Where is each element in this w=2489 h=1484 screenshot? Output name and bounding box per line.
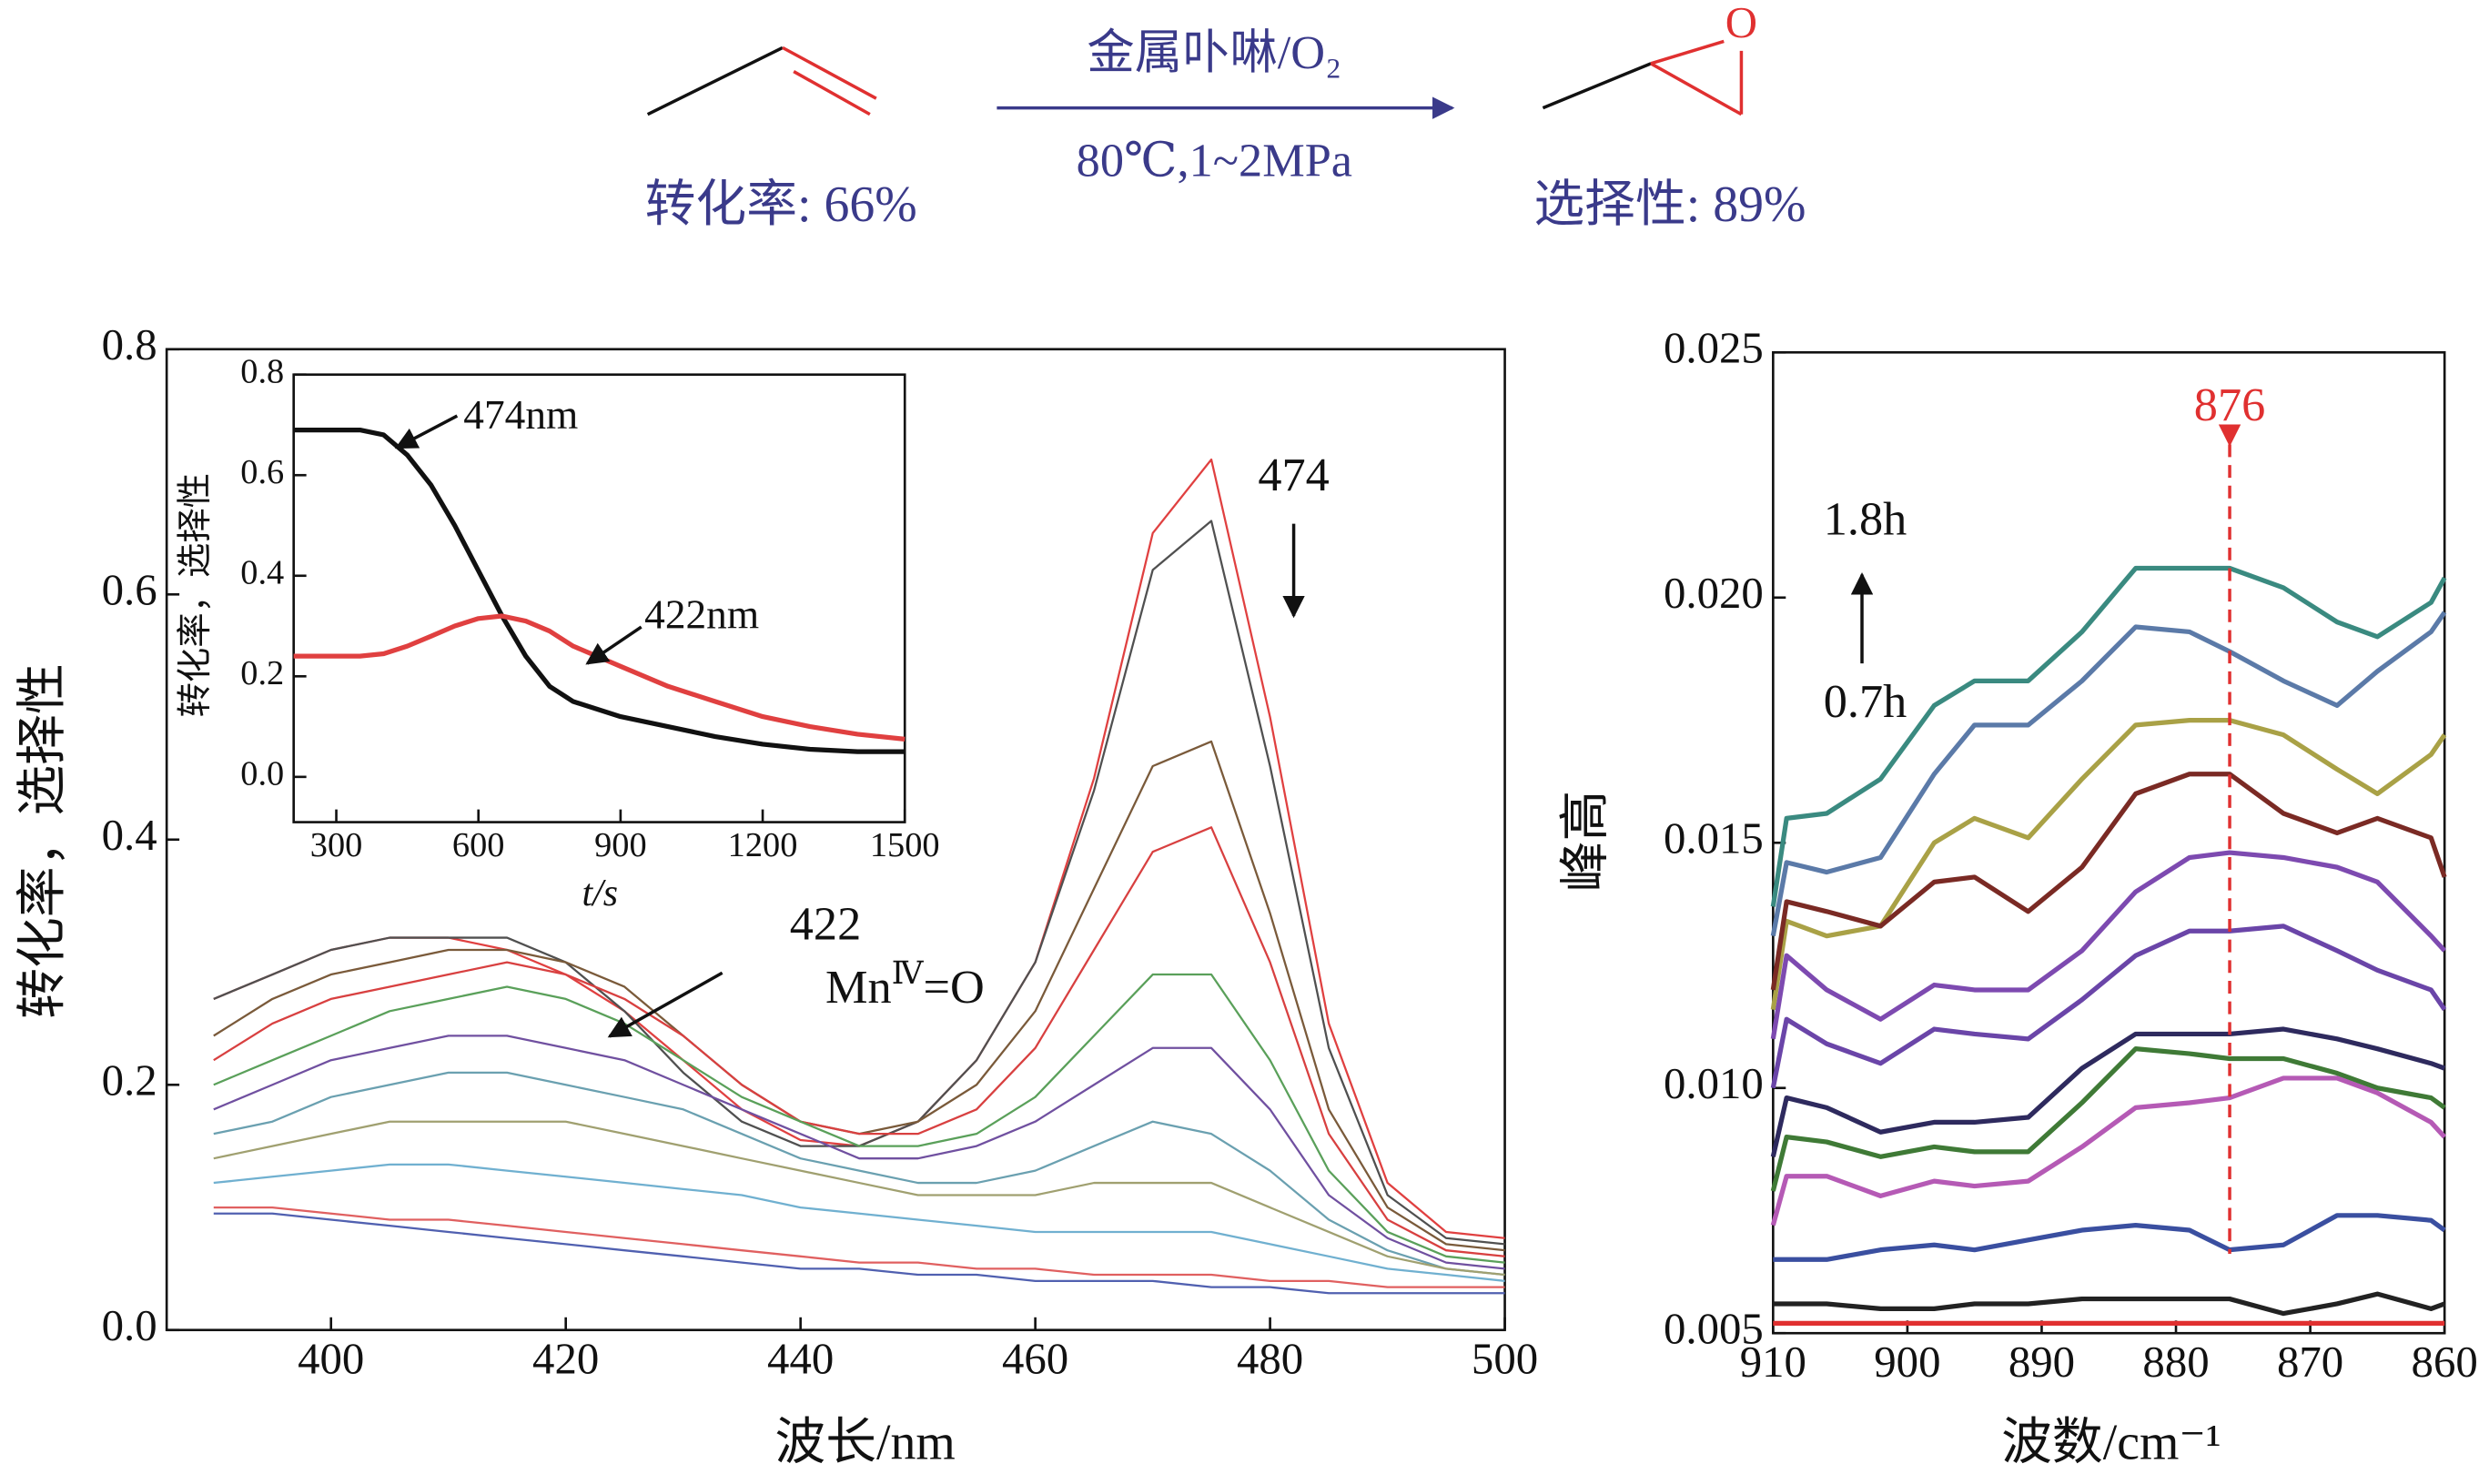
x-tick-label: 900 [594,826,647,864]
y-tick-label: 0.6 [102,564,157,614]
bond [1542,62,1652,110]
data-line [1770,772,2447,991]
y-tick-label: 0.020 [1664,568,1764,618]
x-tick-label: 480 [1237,1334,1303,1384]
x-tick-label: 300 [310,826,363,864]
annotation-part: Ⅳ [892,955,925,991]
data-line [1773,1291,2446,1317]
data-line [213,826,1505,1257]
y-tick-label: 0.4 [240,554,284,592]
y-tick-label: 0.6 [240,453,284,491]
data-line [1770,850,2447,1040]
conversion: 转化率: 66% [645,177,917,233]
data-line [1770,611,2447,937]
reference-label: 876 [2194,379,2265,431]
data-line [213,1206,1505,1288]
annotation: 474nm [463,392,578,438]
y-tick-label: 0.8 [240,353,284,391]
x-tick-label: 890 [2008,1337,2075,1387]
y-tick-label: 0.2 [102,1055,157,1105]
x-tick-label: 400 [298,1334,364,1384]
data-line [213,1163,1505,1282]
chart: 300 600 900 1200 1500 0.0 0.2 0.4 0.6 0.8 转化率，选择性 t… [176,353,940,915]
x-tick-label: 500 [1472,1334,1538,1384]
data-line [1770,1026,2446,1157]
x-tick-label: 910 [1740,1337,1806,1387]
y-tick-label: 0.4 [102,810,157,860]
data-line [1773,1213,2446,1262]
x-tick-label: 860 [2412,1337,2478,1387]
data-line [213,1071,1505,1277]
y-tick-label: 0.8 [102,319,157,369]
y-tick-label: 0.0 [240,755,284,793]
y-axis-label: 转化率，选择性 [15,663,71,1019]
annotation-part: =O [924,961,985,1014]
x-axis-label: t/s [582,873,619,914]
catalyst: 金属卟啉/O₂ [1087,26,1341,79]
y-tick-label: 0.0 [102,1300,157,1350]
data-line [1770,565,2447,907]
data-line [293,427,906,754]
y-tick-label: 0.010 [1664,1058,1764,1108]
data-line [293,613,906,742]
plot-frame [1772,350,2446,1335]
bond [793,70,871,116]
annotation-part: Mn [825,961,892,1014]
annotation-arrow [394,414,459,449]
data-line [1770,717,2447,1010]
x-tick-label: 440 [767,1334,834,1384]
data-line [1770,1075,2447,1227]
y-tick-label: 0.015 [1664,813,1764,863]
y-tick-label: 0.005 [1664,1303,1764,1353]
inset-frame [292,373,906,823]
annotation: 474 [1258,449,1329,501]
bond [782,45,877,100]
data-line [213,1120,1505,1277]
annotation: 0.7h [1824,675,1907,728]
annotation: MnⅣ=O [825,955,985,1014]
oxygen-atom: O [1725,0,1757,47]
chart: 910 900 890 880 870 860 0.005 0.010 0.015 0.020 0.… [1558,322,2478,1470]
x-tick-label: 870 [2277,1337,2343,1387]
annotation-arrow [607,971,723,1038]
selectivity: 选择性: 89% [1533,177,1806,233]
data-line [213,973,1505,1264]
x-tick-label: 1200 [728,826,798,864]
y-tick-label: 0.2 [240,654,284,692]
bond [1650,39,1725,66]
x-axis-label: 波长/nm [774,1415,955,1471]
bond [646,45,784,116]
data-line [213,1035,1505,1270]
annotation: 422nm [644,592,759,638]
y-axis-label: 转化率，选择性 [176,473,215,718]
data-line [1770,1046,2446,1192]
bond [1650,62,1743,116]
x-axis-label: 波数/cm⁻¹ [2001,1415,2221,1471]
x-tick-label: 880 [2142,1337,2209,1387]
data-line [213,1212,1505,1295]
data-line [1770,924,2447,1089]
y-axis-label: 峰高 [1558,791,1614,893]
annotation: 422 [790,897,861,950]
annotation-arrow [585,625,642,665]
x-tick-label: 600 [452,826,505,864]
x-tick-label: 900 [1874,1337,1940,1387]
x-tick-label: 1500 [870,826,940,864]
annotation: 1.8h [1824,493,1907,546]
x-tick-label: 460 [1002,1334,1068,1384]
y-tick-label: 0.025 [1664,322,1764,372]
x-tick-label: 420 [532,1334,599,1384]
reaction-scheme: O 金属卟啉/O₂ 80℃,1~2MPa 转化率: 66% 选择性: 89% [645,0,1806,233]
conditions: 80℃,1~2MPa [1077,134,1352,187]
